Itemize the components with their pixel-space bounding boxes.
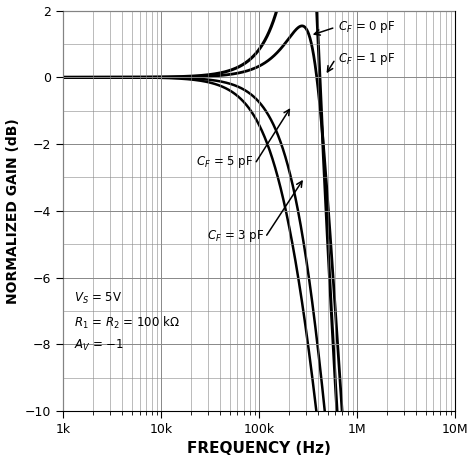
Y-axis label: NORMALIZED GAIN (dB): NORMALIZED GAIN (dB) — [6, 118, 19, 304]
Text: $V_S$ = 5V
$R_1$ = $R_2$ = 100 k$\Omega$
$A_V$ = $-$1: $V_S$ = 5V $R_1$ = $R_2$ = 100 k$\Omega$… — [74, 291, 180, 353]
Text: $C_F$ = 1 pF: $C_F$ = 1 pF — [337, 51, 395, 67]
Text: $C_F$ = 5 pF: $C_F$ = 5 pF — [196, 154, 254, 170]
X-axis label: FREQUENCY (Hz): FREQUENCY (Hz) — [187, 442, 331, 456]
Text: $C_F$ = 3 pF: $C_F$ = 3 pF — [207, 228, 264, 244]
Text: $C_F$ = 0 pF: $C_F$ = 0 pF — [337, 19, 395, 35]
